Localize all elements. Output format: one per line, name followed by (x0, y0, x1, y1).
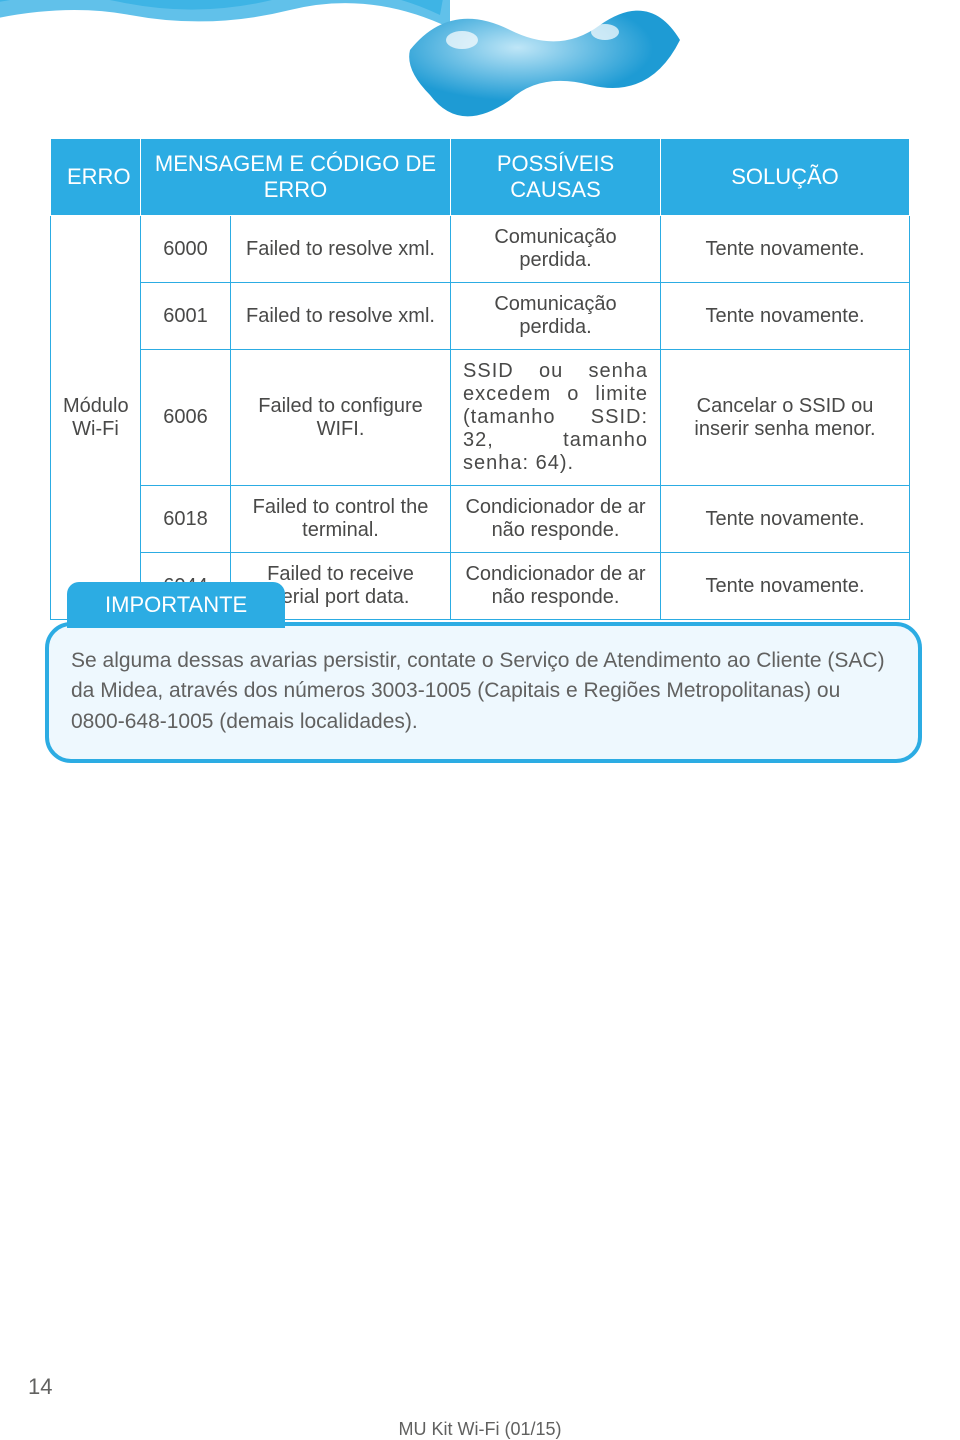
page-number: 14 (28, 1374, 52, 1400)
cell-code: 6000 (141, 216, 231, 283)
cell-code: 6006 (141, 350, 231, 486)
cell-causa: Comunicação perdida. (451, 283, 661, 350)
footer-code: MU Kit Wi-Fi (01/15) (0, 1419, 960, 1440)
important-section: IMPORTANTE Se alguma dessas avarias pers… (45, 582, 922, 763)
cell-sol: Tente novamente. (661, 486, 910, 553)
cell-msg: Failed to configure WIFI. (231, 350, 451, 486)
cell-code: 6018 (141, 486, 231, 553)
error-table: ERRO MENSAGEM E CÓDIGO DE ERRO POSSÍVEIS… (50, 138, 910, 620)
table-row: 6001 Failed to resolve xml. Comunicação … (51, 283, 910, 350)
cell-causa: Condicionador de ar não responde. (451, 486, 661, 553)
cell-sol: Tente novamente. (661, 216, 910, 283)
cell-code: 6001 (141, 283, 231, 350)
cell-causa: SSID ou senha excedem o limite (tamanho … (451, 350, 661, 486)
cell-msg: Failed to resolve xml. (231, 283, 451, 350)
rowgroup-label: Módulo Wi-Fi (51, 216, 141, 620)
error-table-container: ERRO MENSAGEM E CÓDIGO DE ERRO POSSÍVEIS… (50, 138, 910, 620)
table-row: 6018 Failed to control the terminal. Con… (51, 486, 910, 553)
important-tab: IMPORTANTE (67, 582, 285, 628)
important-body: Se alguma dessas avarias persistir, cont… (45, 622, 922, 763)
cell-sol: Cancelar o SSID ou inserir senha menor. (661, 350, 910, 486)
th-msg: MENSAGEM E CÓDIGO DE ERRO (141, 139, 451, 216)
cell-msg: Failed to resolve xml. (231, 216, 451, 283)
th-erro: ERRO (51, 139, 141, 216)
cell-sol: Tente novamente. (661, 283, 910, 350)
th-sol: SOLUÇÃO (661, 139, 910, 216)
table-row: Módulo Wi-Fi 6000 Failed to resolve xml.… (51, 216, 910, 283)
cell-msg: Failed to control the terminal. (231, 486, 451, 553)
cell-causa: Comunicação perdida. (451, 216, 661, 283)
wave-decor-right (390, 0, 690, 140)
th-causas: POSSÍVEIS CAUSAS (451, 139, 661, 216)
wave-decor-left (0, 0, 450, 80)
table-row: 6006 Failed to configure WIFI. SSID ou s… (51, 350, 910, 486)
